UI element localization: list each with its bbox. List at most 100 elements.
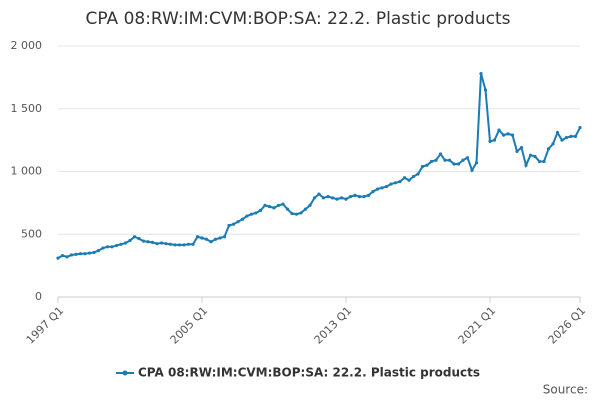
point xyxy=(299,211,303,215)
source: Source: xyxy=(543,383,588,397)
point xyxy=(290,211,294,216)
point xyxy=(425,163,429,167)
point xyxy=(168,242,173,246)
point xyxy=(357,195,362,199)
point xyxy=(83,252,87,256)
point xyxy=(339,196,344,200)
point xyxy=(375,187,380,191)
legend-label: CPA 08:RW:IM:CVM:BOP:SA: 22.2. Plastic p… xyxy=(138,366,480,380)
point xyxy=(555,130,560,135)
point xyxy=(60,253,65,258)
point xyxy=(195,235,200,239)
point xyxy=(353,193,357,197)
point xyxy=(362,195,366,199)
point xyxy=(506,132,510,136)
point xyxy=(245,214,249,218)
point xyxy=(519,146,524,150)
point xyxy=(569,134,573,138)
point xyxy=(542,159,546,164)
point xyxy=(294,212,299,216)
point xyxy=(420,164,425,169)
point xyxy=(515,149,519,154)
point xyxy=(114,243,119,248)
point xyxy=(186,242,191,246)
point xyxy=(578,125,582,130)
point xyxy=(456,162,461,166)
point xyxy=(411,174,416,179)
point xyxy=(110,245,114,249)
point xyxy=(132,235,137,239)
point xyxy=(101,246,105,250)
point xyxy=(524,163,528,167)
point xyxy=(564,136,569,140)
point xyxy=(492,138,497,142)
x-tick-label: 2005 Q1 xyxy=(168,304,211,347)
point xyxy=(344,197,348,201)
point xyxy=(560,138,564,142)
point xyxy=(335,197,339,201)
x-tick-label: 2013 Q1 xyxy=(312,304,355,347)
chart-title: CPA 08:RW:IM:CVM:BOP:SA: 22.2. Plastic p… xyxy=(86,9,511,29)
point xyxy=(326,195,330,199)
point xyxy=(231,222,236,226)
point xyxy=(240,217,245,221)
point xyxy=(119,242,123,246)
point xyxy=(182,243,186,247)
point xyxy=(105,245,110,249)
point xyxy=(276,203,281,207)
point xyxy=(191,242,195,246)
point xyxy=(312,196,317,200)
point xyxy=(222,235,227,239)
point xyxy=(285,207,290,211)
point xyxy=(384,184,389,189)
x-tick-label: 1997 Q1 xyxy=(24,304,67,347)
point xyxy=(96,248,101,253)
point xyxy=(366,193,371,197)
point xyxy=(434,158,438,162)
point xyxy=(123,241,128,245)
point xyxy=(470,168,474,172)
point xyxy=(452,162,456,166)
point xyxy=(303,207,308,211)
point xyxy=(407,178,411,182)
point xyxy=(65,255,69,259)
point xyxy=(263,203,267,207)
x-tick-label: 2026 Q1 xyxy=(546,304,589,347)
point xyxy=(483,88,488,92)
point xyxy=(87,251,92,255)
point xyxy=(74,252,78,256)
point xyxy=(128,238,132,243)
y-tick-label: 1 500 xyxy=(11,102,43,115)
point xyxy=(317,192,321,196)
point xyxy=(159,241,164,245)
point xyxy=(398,179,402,184)
point xyxy=(272,206,276,210)
point xyxy=(150,240,155,245)
y-tick-label: 2 000 xyxy=(11,39,43,52)
legend-marker xyxy=(122,370,128,376)
point xyxy=(281,202,285,206)
point xyxy=(155,242,159,246)
y-tick-label: 500 xyxy=(21,227,42,240)
point xyxy=(204,237,209,241)
point xyxy=(537,159,542,164)
point xyxy=(447,158,452,162)
point xyxy=(461,158,465,162)
x-tick-label: 2021 Q1 xyxy=(456,304,499,347)
point xyxy=(443,158,447,162)
point xyxy=(258,208,263,213)
point xyxy=(479,72,483,76)
point xyxy=(488,139,492,143)
point xyxy=(501,133,506,137)
point xyxy=(330,196,335,200)
point xyxy=(308,203,312,207)
point xyxy=(92,250,96,255)
point xyxy=(137,237,141,241)
point xyxy=(533,154,537,159)
y-tick-label: 1 000 xyxy=(11,165,43,178)
point xyxy=(267,205,272,209)
series-line xyxy=(57,73,581,259)
point xyxy=(177,243,182,247)
point xyxy=(551,142,555,146)
